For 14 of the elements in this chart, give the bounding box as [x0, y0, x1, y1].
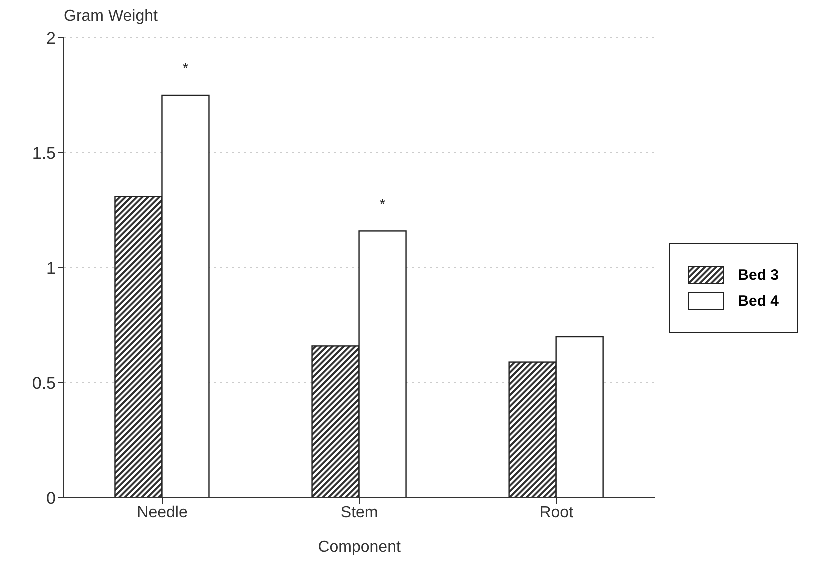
- x-tick-label: Needle: [137, 504, 188, 522]
- annotation: *: [183, 60, 190, 76]
- x-tick-label: Stem: [340, 504, 378, 522]
- y-tick-label: 2: [46, 29, 56, 48]
- y-tick-label: 0: [46, 489, 56, 508]
- y-axis-title: Gram Weight: [64, 8, 158, 26]
- legend-label: Bed 4: [738, 292, 779, 310]
- x-tick-label: Root: [540, 504, 574, 522]
- y-tick-label: 1: [46, 259, 56, 278]
- annotation: *: [380, 196, 386, 212]
- legend-label: Bed 3: [738, 266, 779, 284]
- y-tick-label: 0.5: [32, 374, 56, 394]
- y-tick-label: 1.5: [32, 144, 56, 164]
- x-axis-title: Component: [318, 539, 402, 556]
